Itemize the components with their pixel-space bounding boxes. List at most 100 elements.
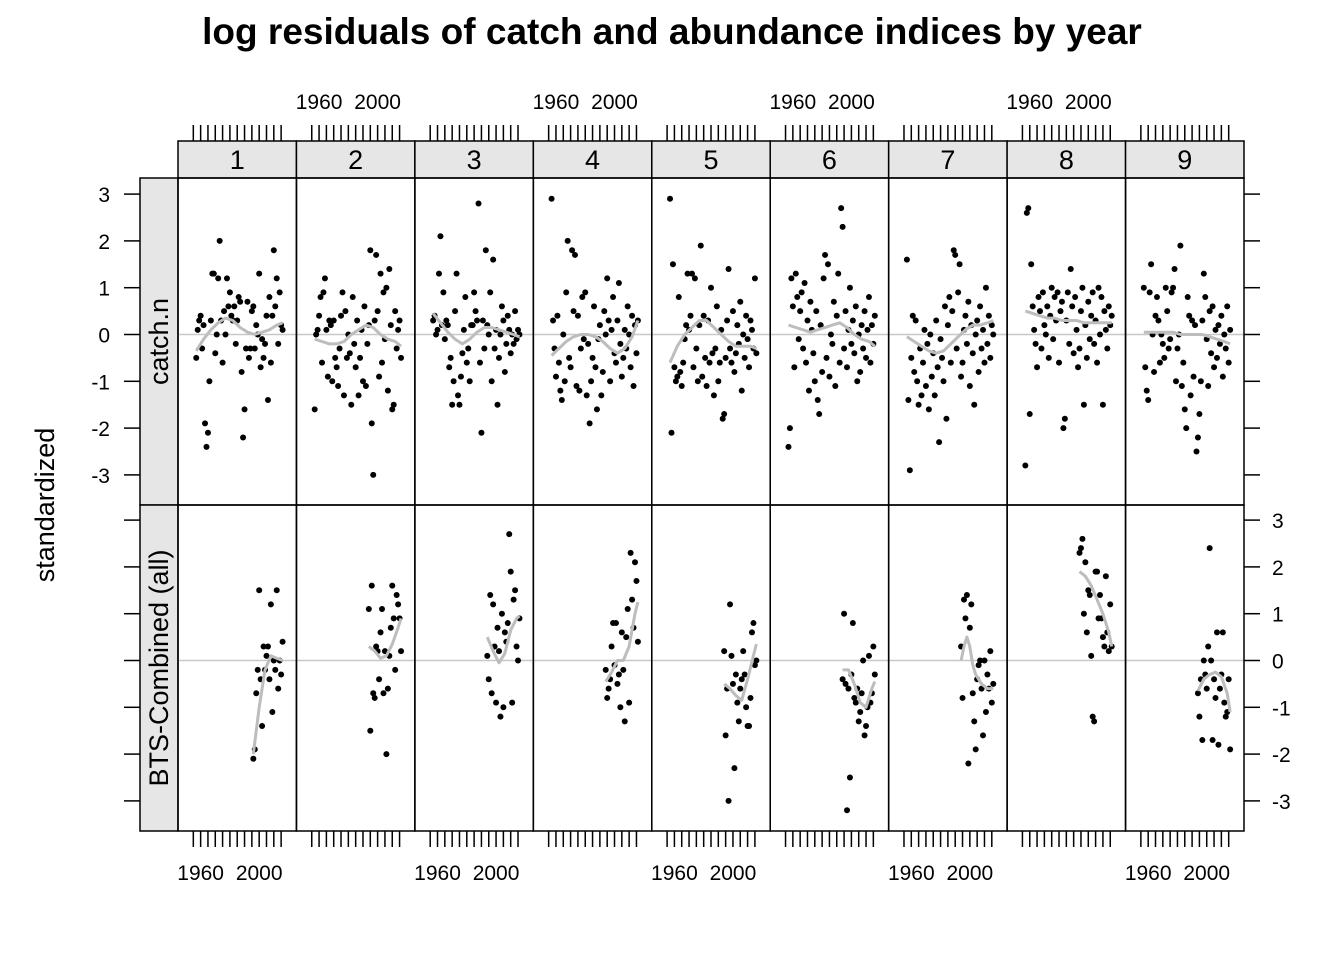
data-point <box>785 443 792 450</box>
data-point <box>668 429 675 436</box>
data-point <box>1216 685 1223 692</box>
data-point <box>1227 746 1234 753</box>
x-tick-label-bottom: 1960 <box>414 862 461 885</box>
data-point <box>927 331 934 338</box>
data-point <box>737 685 744 692</box>
data-point <box>204 429 211 436</box>
data-point <box>459 350 466 357</box>
y-tick-label-left: 3 <box>98 184 110 207</box>
data-point <box>962 615 969 622</box>
panel-strip-6 <box>769 140 890 179</box>
data-point <box>855 718 862 725</box>
data-point <box>1187 392 1194 399</box>
data-point <box>371 694 378 701</box>
data-point <box>592 364 599 371</box>
data-point <box>743 704 750 711</box>
data-point <box>905 397 912 404</box>
data-point <box>791 364 798 371</box>
data-point <box>387 624 394 631</box>
data-point <box>1096 591 1103 598</box>
data-point <box>988 322 995 329</box>
smoother-line <box>251 654 284 755</box>
data-point <box>200 322 207 329</box>
data-point <box>596 322 603 329</box>
data-point <box>860 345 867 352</box>
data-point <box>985 312 992 319</box>
data-point <box>633 350 640 357</box>
data-point <box>504 620 511 627</box>
data-point <box>550 317 557 324</box>
data-point <box>275 685 282 692</box>
data-point <box>1034 364 1041 371</box>
data-point <box>1225 359 1232 366</box>
x-tick-label-top: 1960 <box>296 91 343 114</box>
data-point <box>751 275 758 282</box>
data-point <box>870 643 877 650</box>
data-point <box>918 392 925 399</box>
data-point <box>1219 629 1226 636</box>
panel-1-6 <box>770 610 889 814</box>
data-point <box>251 345 258 352</box>
data-point <box>1091 340 1098 347</box>
panel-strip-label-6: 6 <box>822 145 837 175</box>
data-point <box>960 596 967 603</box>
data-point <box>1088 312 1095 319</box>
data-point <box>447 354 454 361</box>
data-point <box>1145 397 1152 404</box>
smoother-line <box>485 614 521 665</box>
y-tick-label-right: 3 <box>1272 510 1284 533</box>
data-point <box>731 765 738 772</box>
data-point <box>1211 364 1218 371</box>
data-point <box>671 364 678 371</box>
data-point <box>498 303 505 310</box>
data-point <box>722 732 729 739</box>
data-point <box>678 382 685 389</box>
panel-0-5 <box>651 195 771 436</box>
data-point <box>1211 676 1218 683</box>
panel-border <box>769 504 890 832</box>
data-point <box>620 354 627 361</box>
data-point <box>615 671 622 678</box>
data-point <box>481 345 488 352</box>
data-point <box>1077 545 1084 552</box>
data-point <box>513 643 520 650</box>
data-point <box>1083 354 1090 361</box>
data-point <box>1108 312 1115 319</box>
data-point <box>330 317 337 324</box>
data-point <box>683 322 690 329</box>
data-point <box>1085 298 1092 305</box>
data-point <box>963 591 970 598</box>
data-point <box>1159 340 1166 347</box>
data-point <box>349 294 356 301</box>
data-point <box>627 549 634 556</box>
data-point <box>721 648 728 655</box>
data-point <box>248 308 255 315</box>
data-point <box>466 378 473 385</box>
data-point <box>1186 312 1193 319</box>
panel-strip-label-4: 4 <box>585 145 600 175</box>
data-point <box>219 359 226 366</box>
data-point <box>1098 294 1105 301</box>
data-point <box>669 261 676 268</box>
data-point <box>276 289 283 296</box>
data-point <box>816 411 823 418</box>
data-point <box>857 368 864 375</box>
y-tick-label-right: 2 <box>1272 557 1284 580</box>
data-point <box>805 387 812 394</box>
data-point <box>396 317 403 324</box>
data-point <box>1045 354 1052 361</box>
data-point <box>604 275 611 282</box>
data-point <box>608 326 615 333</box>
data-point <box>844 807 851 814</box>
data-point <box>753 657 760 664</box>
data-point <box>462 294 469 301</box>
data-point <box>674 373 681 380</box>
data-point <box>501 629 508 636</box>
data-point <box>980 732 987 739</box>
data-point <box>1080 401 1087 408</box>
data-point <box>746 364 753 371</box>
data-point <box>936 439 943 446</box>
data-point <box>626 331 633 338</box>
data-point <box>987 648 994 655</box>
